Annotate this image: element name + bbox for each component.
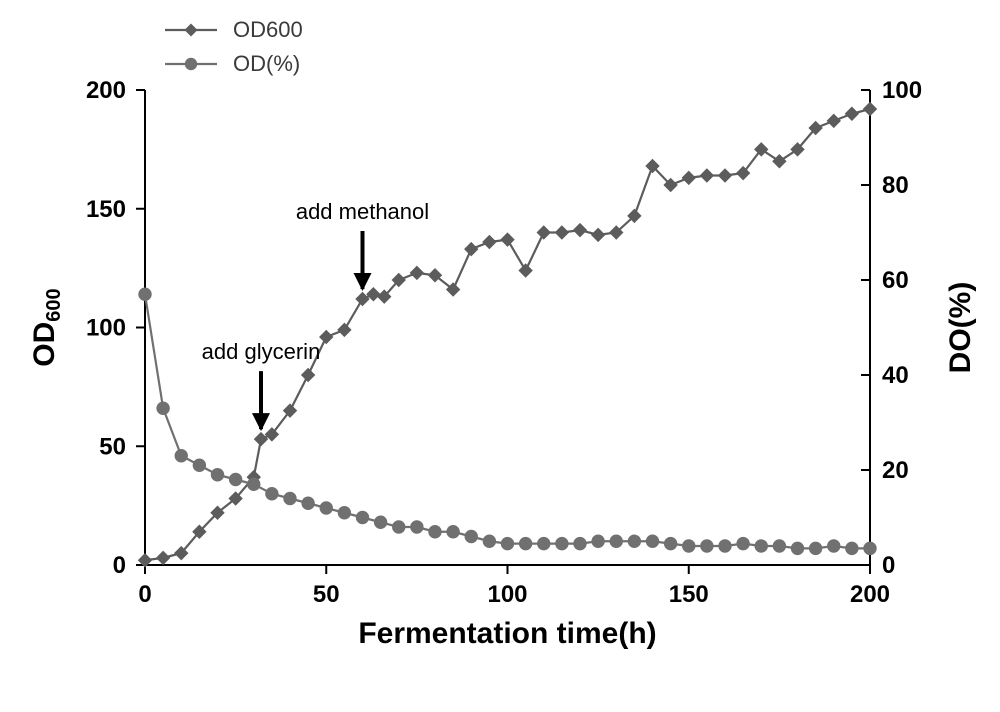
circle-marker (338, 507, 350, 519)
circle-marker (519, 537, 531, 549)
diamond-marker (157, 551, 170, 564)
circle-marker (411, 521, 423, 533)
diamond-marker (719, 169, 732, 182)
legend-label: OD600 (233, 17, 303, 42)
x-tick-label: 100 (487, 581, 527, 608)
circle-marker (773, 540, 785, 552)
diamond-marker (302, 369, 315, 382)
circle-marker (701, 540, 713, 552)
legend-circle-icon (185, 58, 197, 70)
circle-marker (356, 511, 368, 523)
circle-marker (193, 459, 205, 471)
circle-marker (737, 537, 749, 549)
x-tick-label: 50 (313, 581, 340, 608)
fermentation-chart: 050100150200Fermentation time(h)05010015… (0, 0, 1000, 712)
circle-marker (175, 450, 187, 462)
circle-marker (864, 542, 876, 554)
diamond-marker (537, 226, 550, 239)
diamond-marker (682, 171, 695, 184)
diamond-marker (773, 155, 786, 168)
diamond-marker (864, 103, 877, 116)
diamond-marker (592, 228, 605, 241)
circle-marker (755, 540, 767, 552)
circle-marker (610, 535, 622, 547)
annotation-label: add methanol (296, 199, 429, 224)
diamond-marker (519, 264, 532, 277)
annotation-label: add glycerin (202, 339, 321, 364)
y-right-tick-label: 100 (882, 77, 922, 104)
circle-marker (393, 521, 405, 533)
circle-marker (248, 478, 260, 490)
circle-marker (483, 535, 495, 547)
circle-marker (429, 526, 441, 538)
x-tick-label: 150 (669, 581, 709, 608)
y-left-tick-label: 150 (86, 196, 126, 223)
y-left-tick-label: 100 (86, 315, 126, 342)
circle-marker (809, 542, 821, 554)
circle-marker (302, 497, 314, 509)
circle-marker (465, 530, 477, 542)
circle-marker (284, 492, 296, 504)
diamond-marker (555, 226, 568, 239)
diamond-marker (827, 114, 840, 127)
y-left-axis-title: OD600 (28, 288, 65, 366)
legend-diamond-icon (185, 24, 198, 37)
chart-container: 050100150200Fermentation time(h)05010015… (0, 0, 1000, 712)
y-left-tick-label: 50 (99, 433, 126, 460)
diamond-marker (338, 323, 351, 336)
circle-marker (556, 537, 568, 549)
circle-marker (538, 537, 550, 549)
circle-marker (501, 537, 513, 549)
circle-marker (791, 542, 803, 554)
circle-marker (447, 526, 459, 538)
circle-marker (139, 288, 151, 300)
diamond-marker (501, 233, 514, 246)
circle-marker (574, 537, 586, 549)
circle-marker (374, 516, 386, 528)
circle-marker (592, 535, 604, 547)
circle-marker (628, 535, 640, 547)
diamond-marker (465, 243, 478, 256)
x-tick-label: 0 (138, 581, 151, 608)
circle-marker (229, 473, 241, 485)
diamond-marker (574, 224, 587, 237)
circle-marker (846, 542, 858, 554)
circle-marker (266, 488, 278, 500)
circle-marker (719, 540, 731, 552)
annotation-arrowhead (252, 413, 270, 431)
x-tick-label: 200 (850, 581, 890, 608)
y-right-tick-label: 80 (882, 172, 909, 199)
circle-marker (683, 540, 695, 552)
y-right-tick-label: 0 (882, 552, 895, 579)
circle-marker (664, 537, 676, 549)
x-axis-title: Fermentation time(h) (358, 617, 656, 650)
series-line-1 (145, 294, 870, 548)
diamond-marker (410, 266, 423, 279)
y-right-tick-label: 40 (882, 362, 909, 389)
y-left-tick-label: 200 (86, 77, 126, 104)
y-right-axis-title: DO(%) (944, 282, 977, 374)
circle-marker (828, 540, 840, 552)
diamond-marker (483, 236, 496, 249)
y-right-tick-label: 60 (882, 267, 909, 294)
circle-marker (211, 469, 223, 481)
diamond-marker (845, 107, 858, 120)
y-left-tick-label: 0 (113, 552, 126, 579)
series-line-0 (145, 109, 870, 560)
circle-marker (157, 402, 169, 414)
legend-label: OD(%) (233, 51, 300, 76)
diamond-marker (700, 169, 713, 182)
circle-marker (646, 535, 658, 547)
annotation-arrowhead (354, 273, 372, 291)
diamond-marker (320, 331, 333, 344)
y-right-tick-label: 20 (882, 457, 909, 484)
circle-marker (320, 502, 332, 514)
